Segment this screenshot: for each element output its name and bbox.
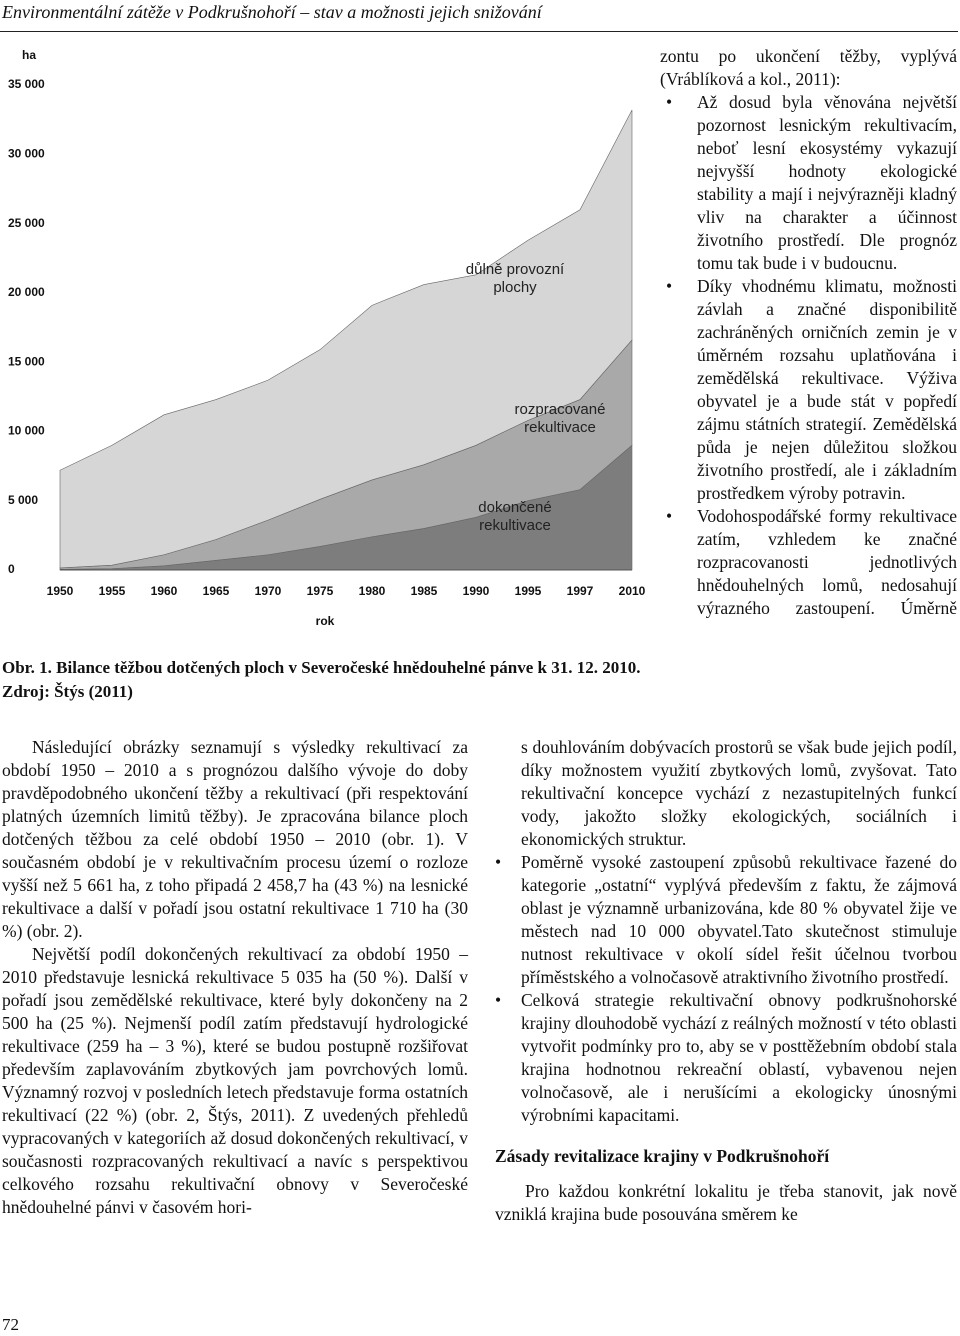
right-column-top: zontu po ukončení těžby, vyplývá (Vráblí… (660, 45, 957, 620)
y-tick-label: 10 000 (8, 424, 45, 438)
x-axis-label: rok (316, 614, 335, 628)
x-tick-label: 1997 (567, 584, 594, 598)
left-column: Následující obrázky seznamují s výsledky… (2, 736, 468, 1219)
section-heading: Zásady revitalizace krajiny v Podkrušnoh… (495, 1146, 830, 1166)
y-tick-label: 5 000 (8, 493, 38, 507)
bullet-item: Poměrně vysoké zastoupení způsobů rekult… (495, 851, 957, 989)
figure-caption: Obr. 1. Bilance těžbou dotčených ploch v… (2, 658, 641, 701)
area (59, 109, 633, 569)
y-tick-label: 0 (8, 562, 15, 576)
running-header: Environmentální zátěže v Podkrušnohoří –… (2, 2, 542, 22)
paragraph: s douhlováním dobývacích prostorů se vša… (521, 737, 957, 849)
bullet-item: Díky vhodnému klimatu, možnosti závlah a… (660, 275, 957, 505)
x-tick-label: 1950 (47, 584, 74, 598)
series-label: rozpracované rekultivace (514, 401, 606, 436)
y-tick-label: 35 000 (8, 77, 45, 91)
bullet-item: Celková strategie rekultivační obnovy po… (495, 989, 957, 1127)
chart: ha rok 0 5 000 10 000 15 000 20 000 25 000 30 … (8, 48, 646, 628)
x-tick-label: 2010 (619, 584, 646, 598)
x-tick-label: 1980 (359, 584, 386, 598)
page-number: 72 (2, 1315, 19, 1334)
bullet-list: Poměrně vysoké zastoupení způsobů rekult… (495, 851, 957, 1127)
right-column-bottom: s douhlováním dobývacích prostorů se vša… (495, 736, 957, 1226)
paragraph: Pro každou konkrétní lokalitu je třeba s… (495, 1181, 957, 1224)
bullet-item: Až dosud byla věnována největší pozornos… (660, 91, 957, 275)
y-tick-label: 15 000 (8, 354, 45, 368)
x-tick-label: 1955 (99, 584, 126, 598)
x-tick-label: 1985 (411, 584, 438, 598)
paragraph: Největší podíl dokončených rekultivací z… (2, 944, 468, 1217)
bullet-item: Vodohospodářské formy rekultivace zatím,… (660, 505, 957, 620)
x-tick-label: 1960 (151, 584, 178, 598)
y-tick-label: 25 000 (8, 216, 45, 230)
bullet-list: Až dosud byla věnována největší pozornos… (660, 91, 957, 620)
x-tick-label: 1965 (203, 584, 230, 598)
x-tick-label: 1975 (307, 584, 334, 598)
y-axis-label: ha (22, 48, 36, 62)
y-tick-label: 20 000 (8, 285, 45, 299)
x-tick-label: 1970 (255, 584, 282, 598)
header-rule (0, 31, 958, 32)
x-tick-label: 1995 (515, 584, 542, 598)
series-label: dokončené rekultivace (478, 499, 552, 534)
paragraph: Následující obrázky seznamují s výsledky… (2, 737, 468, 941)
x-tick-label: 1990 (463, 584, 490, 598)
series-label: důlně provozní plochy (465, 261, 565, 296)
paragraph: zontu po ukončení těžby, vyplývá (Vráblí… (660, 46, 957, 89)
y-tick-label: 30 000 (8, 146, 45, 160)
